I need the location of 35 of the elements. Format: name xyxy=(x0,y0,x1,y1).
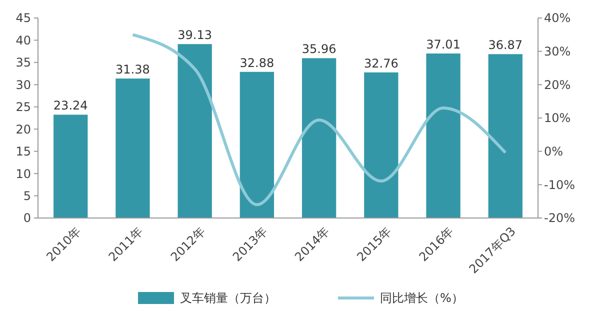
bar xyxy=(116,78,150,218)
bar xyxy=(240,72,274,218)
y-tick-label: 40 xyxy=(16,33,31,48)
bar xyxy=(302,58,336,218)
y2-tick-label: -10% xyxy=(544,178,576,192)
data-label: 36.87 xyxy=(488,38,523,52)
bar xyxy=(364,72,398,218)
legend-label: 同比增长（%） xyxy=(380,291,464,306)
y2-tick-label: -20% xyxy=(544,211,576,226)
y-tick-label: 35 xyxy=(16,56,31,70)
data-label: 39.13 xyxy=(178,28,212,42)
y2-tick-label: 40% xyxy=(544,11,571,26)
y2-tick-label: 20% xyxy=(544,78,571,92)
y-tick-label: 5 xyxy=(23,188,31,203)
data-label: 31.38 xyxy=(116,62,150,77)
y-tick-label: 45 xyxy=(16,11,31,26)
bar xyxy=(54,114,88,218)
y2-tick-label: 10% xyxy=(544,111,571,126)
y-tick-label: 10 xyxy=(16,166,31,181)
y-tick-label: 15 xyxy=(16,144,31,159)
data-label: 37.01 xyxy=(426,38,460,52)
y-tick-label: 0 xyxy=(23,211,31,226)
y2-tick-label: 0% xyxy=(544,144,564,159)
y2-tick-label: 30% xyxy=(544,44,571,59)
data-label: 32.76 xyxy=(364,56,398,70)
y-tick-label: 25 xyxy=(16,100,31,114)
y-tick-label: 20 xyxy=(16,122,31,136)
data-label: 35.96 xyxy=(302,42,336,56)
bar xyxy=(426,54,460,218)
data-label: 23.24 xyxy=(53,98,88,113)
bar xyxy=(488,54,522,218)
data-label: 32.88 xyxy=(240,56,274,70)
bar xyxy=(178,44,212,218)
legend-label: 叉车销量（万台） xyxy=(180,291,276,306)
y-tick-label: 30 xyxy=(16,78,31,92)
